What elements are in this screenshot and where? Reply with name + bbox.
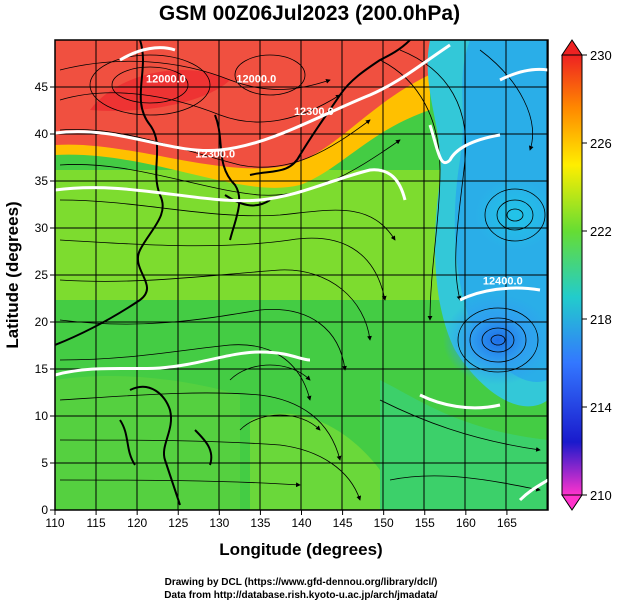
contour-label: 12400.0 xyxy=(483,275,523,287)
contour-label: 12000.0 xyxy=(236,73,276,85)
contour-label: 12300.0 xyxy=(195,149,235,161)
contour-label: 12000.0 xyxy=(146,73,186,85)
x-tick-label: 110 xyxy=(45,516,64,530)
colorbar-top-arrow xyxy=(561,39,583,56)
x-tick-label: 130 xyxy=(209,516,229,530)
colorbar: 210 214 218 222 226 230 xyxy=(561,39,612,511)
streamlines xyxy=(59,49,546,501)
chart-title: GSM 00Z06Jul2023 (200.0hPa) xyxy=(158,2,461,25)
colorbar-scale xyxy=(561,54,583,496)
x-tick-label: 140 xyxy=(291,516,311,530)
colorbar-ticks: 210 214 218 222 226 230 xyxy=(582,48,612,503)
y-tick-label: 30 xyxy=(35,221,49,235)
y-tick-label: 15 xyxy=(35,362,49,376)
y-tick-label: 10 xyxy=(35,409,49,423)
x-tick-label: 125 xyxy=(168,516,188,530)
contour-labels: 12000.0 12000.0 12300.0 12300.0 12400.0 xyxy=(146,73,523,287)
y-tick-label: 5 xyxy=(41,456,48,470)
y-tick-label: 40 xyxy=(35,127,49,141)
y-tick-label: 20 xyxy=(35,315,49,329)
colorbar-tick-label: 210 xyxy=(590,488,612,503)
y-tick-label: 45 xyxy=(35,80,49,94)
colorbar-tick-label: 226 xyxy=(590,136,612,151)
y-axis-ticks: 0 5 10 15 20 25 30 35 40 45 xyxy=(35,80,55,517)
colorbar-tick-label: 218 xyxy=(590,312,612,327)
x-tick-label: 160 xyxy=(456,516,476,530)
colorbar-tick-label: 230 xyxy=(590,48,612,63)
x-tick-label: 115 xyxy=(87,516,106,530)
x-axis-label: Longitude (degrees) xyxy=(219,540,382,559)
contour-label: 12300.0 xyxy=(294,106,334,118)
x-tick-label: 155 xyxy=(415,516,435,530)
x-tick-label: 135 xyxy=(250,516,270,530)
x-axis-ticks: 110 115 120 125 130 135 140 145 150 155 160 165 xyxy=(45,510,517,530)
y-tick-label: 35 xyxy=(35,174,49,188)
y-tick-label: 0 xyxy=(41,503,48,517)
coastlines xyxy=(55,40,411,506)
x-tick-label: 145 xyxy=(333,516,353,530)
y-axis-label: Latitude (degrees) xyxy=(3,201,22,348)
colorbar-bottom-arrow xyxy=(561,494,583,511)
x-tick-label: 165 xyxy=(497,516,517,530)
colorbar-tick-label: 214 xyxy=(590,400,612,415)
colorbar-tick-label: 222 xyxy=(590,224,612,239)
credit-drawing: Drawing by DCL (https://www.gfd-dennou.o… xyxy=(165,577,438,588)
x-tick-label: 150 xyxy=(374,516,394,530)
credit-data: Data from http://database.rish.kyoto-u.a… xyxy=(164,590,438,601)
y-tick-label: 25 xyxy=(35,268,49,282)
height-contours xyxy=(55,43,548,502)
x-tick-label: 120 xyxy=(127,516,147,530)
